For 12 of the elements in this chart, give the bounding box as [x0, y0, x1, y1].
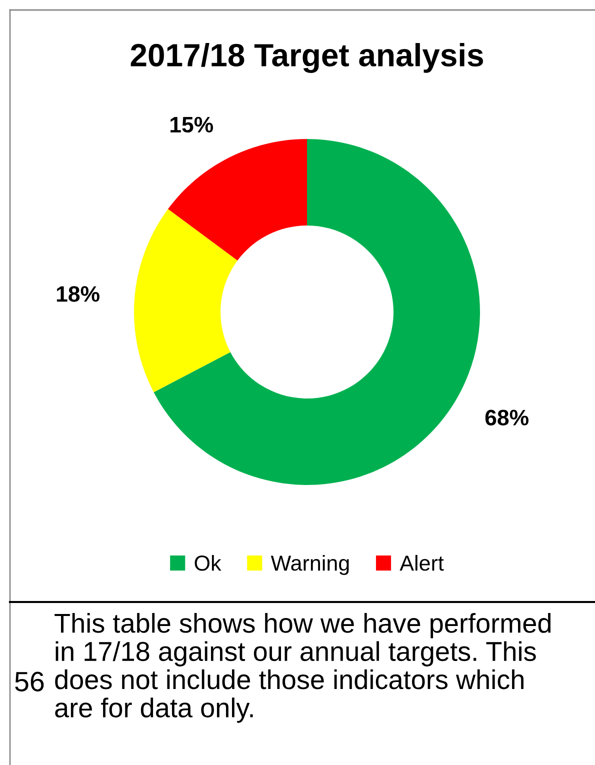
legend-label: Ok — [194, 554, 222, 571]
text: This table shows how we have performed in 17/18 against our annual targets. This does not include those indicators which are for data only. — [54, 613, 551, 723]
donut-slice — [154, 139, 480, 485]
data-label: 18% — [56, 286, 100, 302]
legend-label: Warning — [270, 554, 349, 576]
donut-slice — [168, 139, 307, 261]
chart-title: 2017/18 Target analysis — [130, 43, 483, 73]
legend-label: Alert — [400, 554, 444, 571]
text: 56 — [15, 672, 44, 692]
data-label: 68% — [485, 410, 528, 426]
donut-slice — [134, 209, 238, 392]
data-label: 15% — [170, 116, 214, 133]
